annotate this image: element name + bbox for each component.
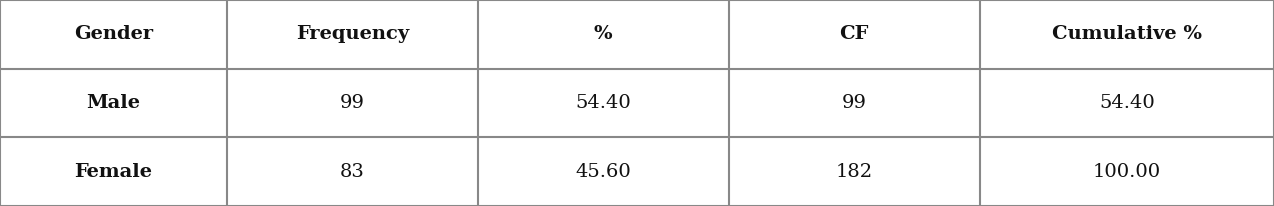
Text: Male: Male xyxy=(87,94,140,112)
Text: 54.40: 54.40 xyxy=(1099,94,1154,112)
Text: %: % xyxy=(594,25,613,43)
Text: 54.40: 54.40 xyxy=(576,94,631,112)
Text: 99: 99 xyxy=(842,94,866,112)
Text: Cumulative %: Cumulative % xyxy=(1052,25,1201,43)
Text: 99: 99 xyxy=(340,94,364,112)
Text: Female: Female xyxy=(74,163,153,181)
Text: Frequency: Frequency xyxy=(296,25,409,43)
Text: 100.00: 100.00 xyxy=(1093,163,1161,181)
Text: 83: 83 xyxy=(340,163,364,181)
Text: 45.60: 45.60 xyxy=(576,163,631,181)
Text: 182: 182 xyxy=(836,163,873,181)
Text: Gender: Gender xyxy=(74,25,153,43)
Text: CF: CF xyxy=(840,25,869,43)
